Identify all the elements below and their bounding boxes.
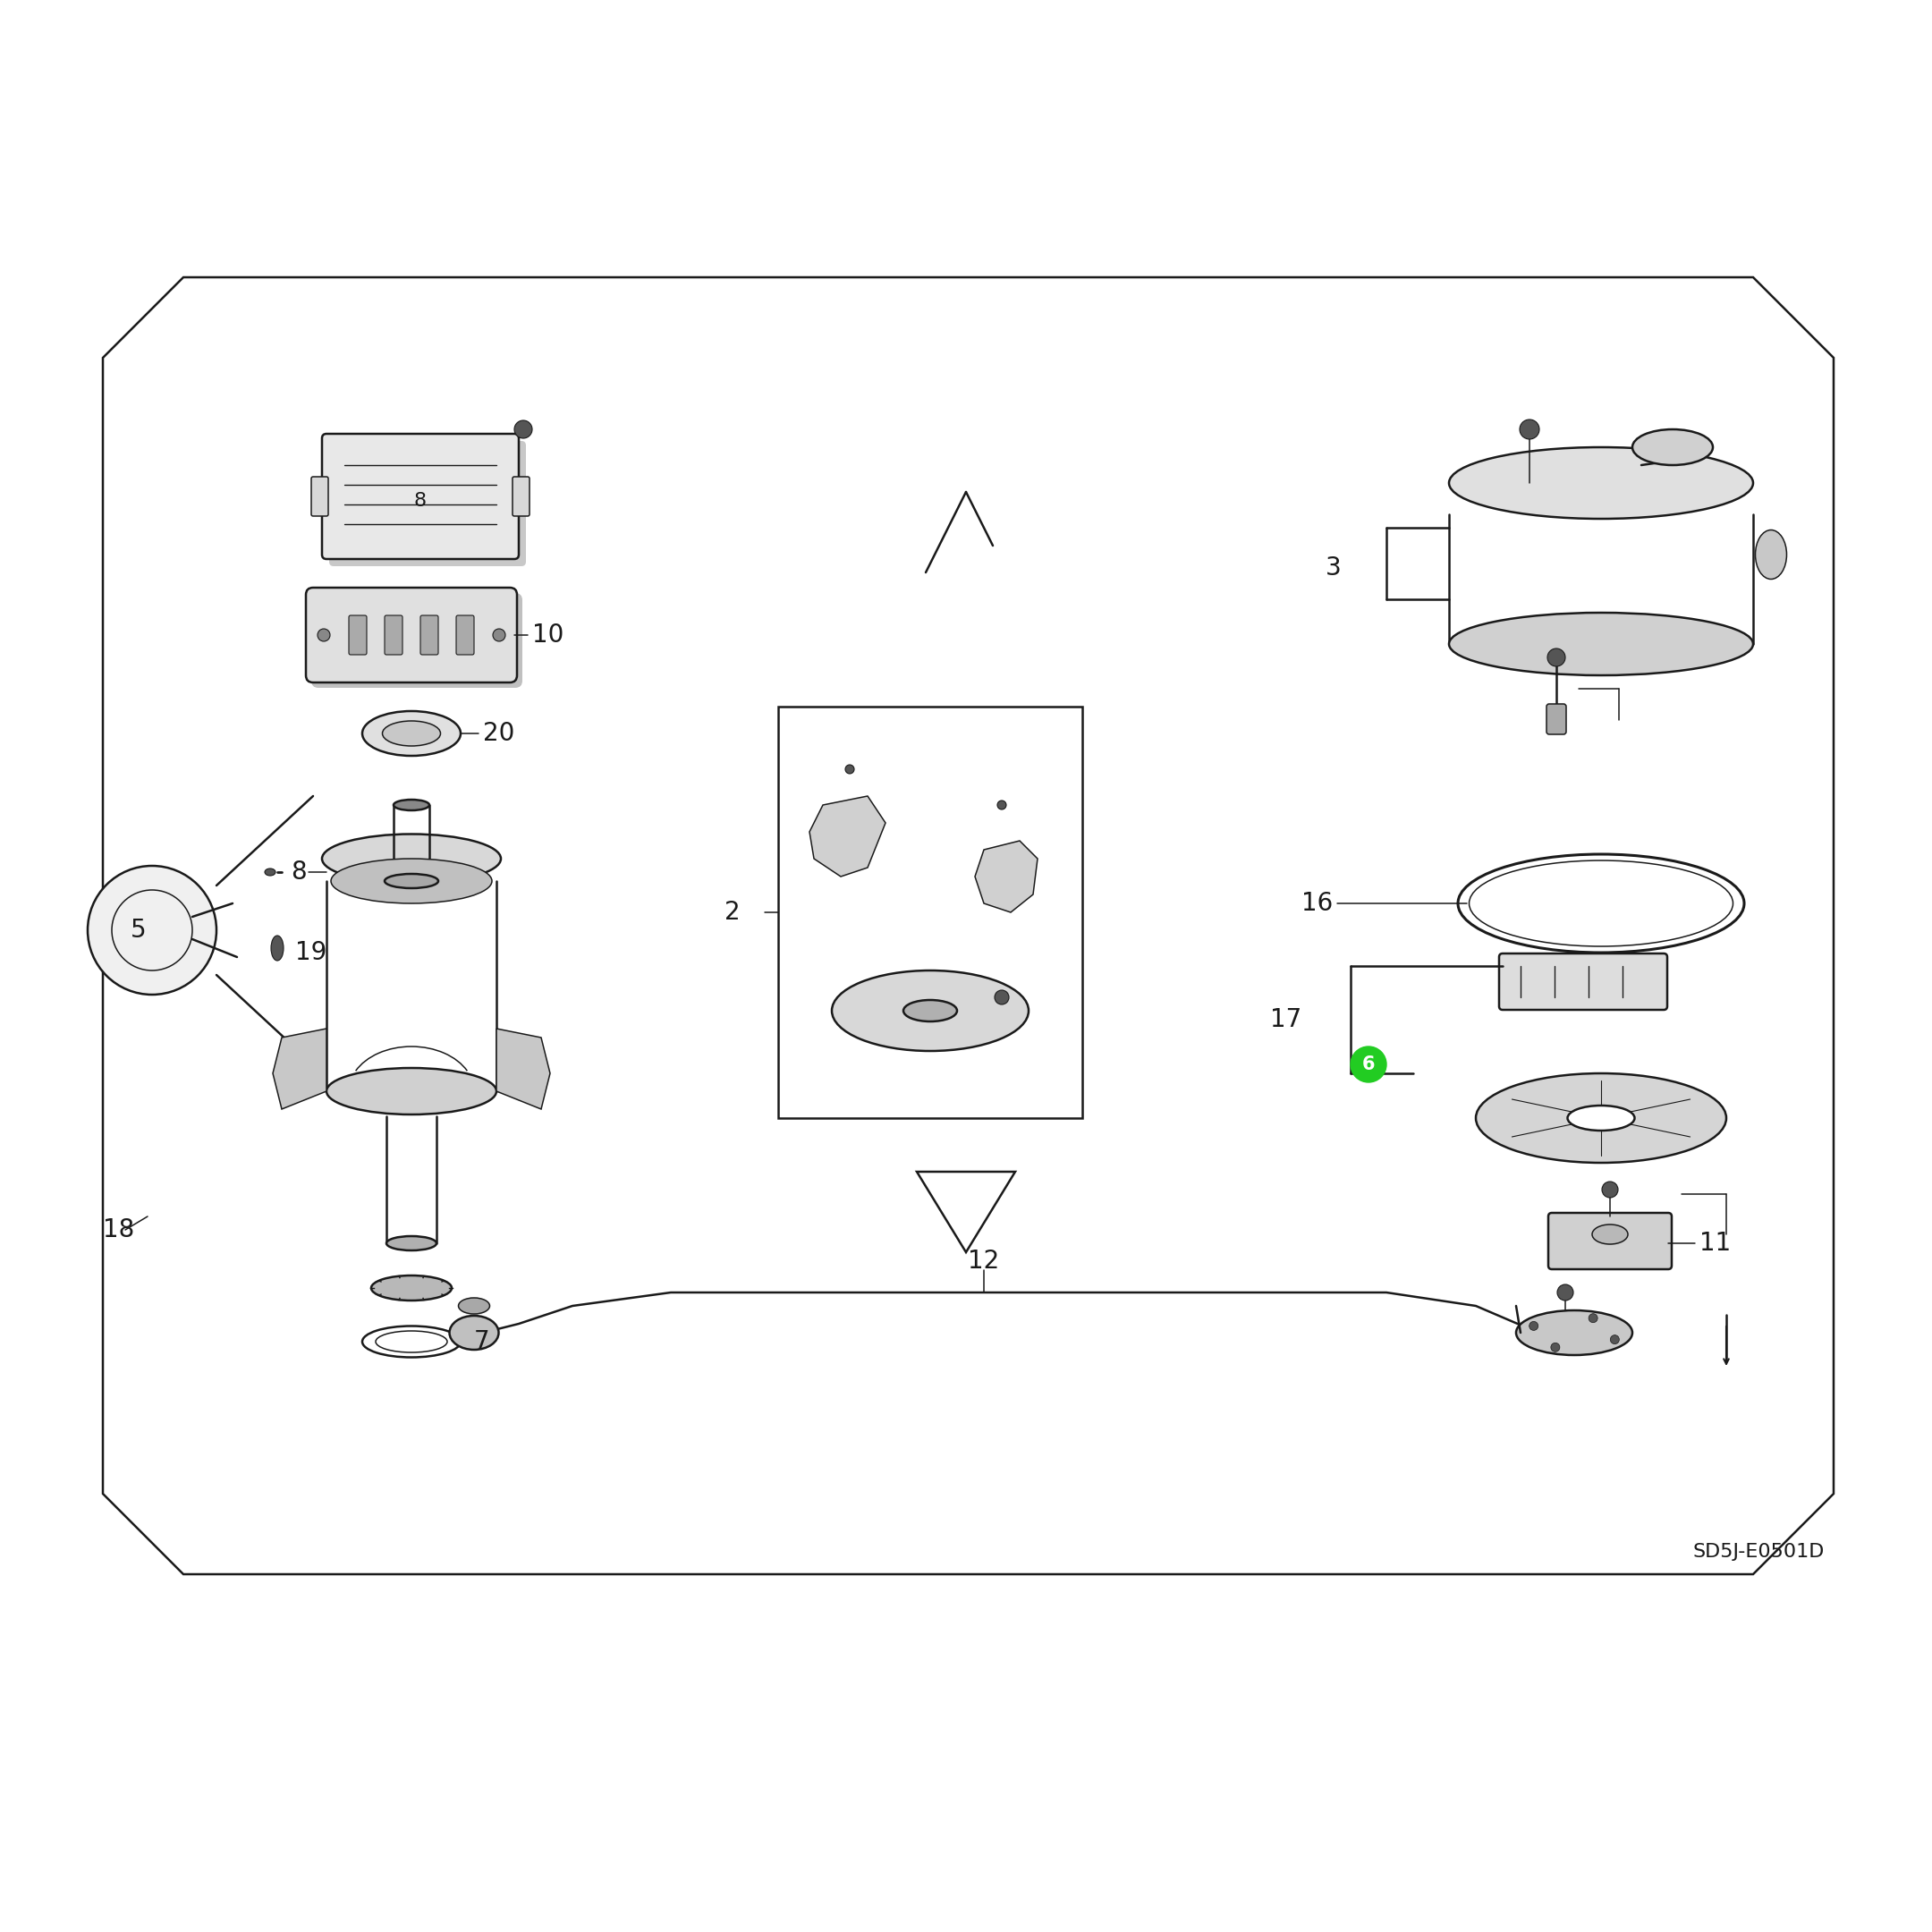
- FancyBboxPatch shape: [311, 477, 328, 516]
- Text: 8: 8: [290, 860, 307, 885]
- FancyBboxPatch shape: [512, 477, 529, 516]
- Text: 16: 16: [1300, 891, 1333, 916]
- Ellipse shape: [386, 1236, 437, 1250]
- FancyBboxPatch shape: [1548, 1213, 1671, 1269]
- Text: 6: 6: [1362, 1055, 1376, 1074]
- Text: 5: 5: [131, 918, 147, 943]
- Circle shape: [493, 628, 506, 641]
- FancyBboxPatch shape: [384, 616, 402, 655]
- Circle shape: [1530, 1321, 1538, 1331]
- Ellipse shape: [330, 858, 493, 904]
- Text: 3: 3: [1325, 556, 1341, 580]
- FancyBboxPatch shape: [421, 616, 439, 655]
- Polygon shape: [976, 840, 1037, 912]
- Circle shape: [1609, 1335, 1619, 1345]
- Circle shape: [87, 866, 216, 995]
- Ellipse shape: [327, 1068, 497, 1115]
- Text: 18: 18: [102, 1217, 135, 1242]
- Bar: [779, 707, 1082, 1119]
- Ellipse shape: [323, 835, 500, 883]
- Text: 20: 20: [483, 721, 514, 746]
- FancyBboxPatch shape: [305, 587, 518, 682]
- Polygon shape: [810, 796, 885, 877]
- FancyBboxPatch shape: [1546, 703, 1567, 734]
- Ellipse shape: [450, 1316, 498, 1350]
- Ellipse shape: [265, 869, 276, 875]
- Polygon shape: [497, 1028, 551, 1109]
- Circle shape: [1520, 419, 1540, 439]
- Polygon shape: [102, 278, 1833, 1575]
- Ellipse shape: [371, 1275, 452, 1300]
- Ellipse shape: [270, 935, 284, 960]
- Ellipse shape: [833, 970, 1028, 1051]
- Ellipse shape: [383, 721, 440, 746]
- Text: 11: 11: [1700, 1231, 1731, 1256]
- Polygon shape: [918, 1171, 1014, 1252]
- Ellipse shape: [384, 873, 439, 889]
- Ellipse shape: [363, 711, 460, 755]
- Circle shape: [1588, 1314, 1598, 1323]
- Ellipse shape: [458, 1298, 489, 1314]
- Circle shape: [997, 800, 1007, 810]
- Ellipse shape: [1633, 429, 1714, 466]
- Text: 12: 12: [968, 1248, 999, 1273]
- Text: 2: 2: [724, 900, 740, 925]
- Circle shape: [1548, 649, 1565, 667]
- Circle shape: [317, 628, 330, 641]
- Ellipse shape: [394, 800, 429, 810]
- Circle shape: [846, 765, 854, 773]
- FancyBboxPatch shape: [323, 435, 520, 558]
- FancyBboxPatch shape: [456, 616, 473, 655]
- FancyBboxPatch shape: [1499, 954, 1667, 1010]
- Ellipse shape: [1476, 1074, 1727, 1163]
- Circle shape: [1350, 1047, 1387, 1082]
- Ellipse shape: [1517, 1310, 1633, 1354]
- Ellipse shape: [1567, 1105, 1634, 1130]
- Circle shape: [514, 421, 531, 439]
- Text: 17: 17: [1269, 1007, 1302, 1032]
- Text: 19: 19: [296, 941, 327, 966]
- FancyBboxPatch shape: [311, 593, 522, 688]
- FancyBboxPatch shape: [328, 440, 526, 566]
- Text: 8: 8: [413, 493, 427, 510]
- Ellipse shape: [1592, 1225, 1629, 1244]
- Ellipse shape: [904, 1001, 956, 1022]
- Ellipse shape: [1449, 446, 1752, 520]
- Circle shape: [1602, 1182, 1619, 1198]
- Text: 7: 7: [473, 1329, 491, 1354]
- Circle shape: [995, 989, 1009, 1005]
- Circle shape: [1557, 1285, 1573, 1300]
- Ellipse shape: [1449, 612, 1752, 676]
- Polygon shape: [272, 1028, 327, 1109]
- Text: 10: 10: [531, 622, 564, 647]
- FancyBboxPatch shape: [350, 616, 367, 655]
- Circle shape: [1551, 1343, 1559, 1352]
- Text: SD5J-E0501D: SD5J-E0501D: [1692, 1544, 1824, 1561]
- Ellipse shape: [1756, 529, 1787, 580]
